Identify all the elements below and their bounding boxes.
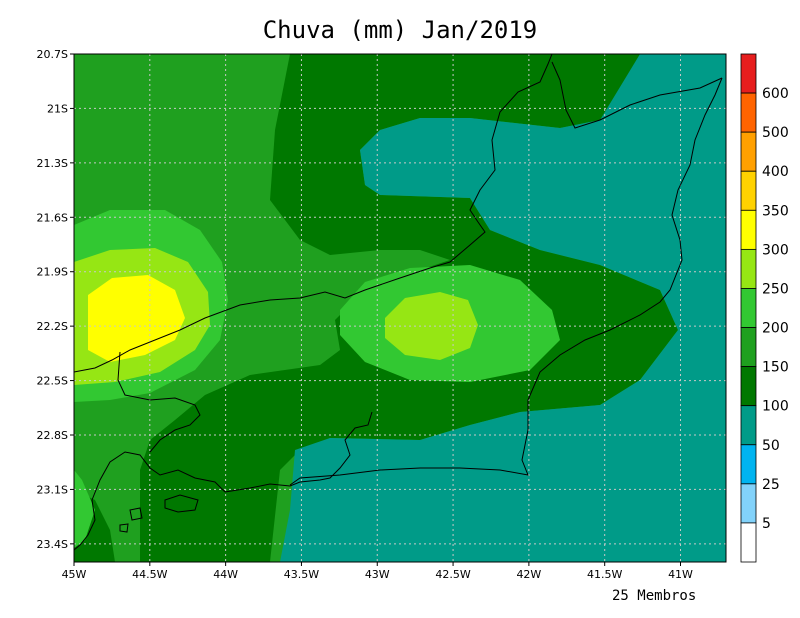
members-label: 25 Membros [612,588,697,604]
colorbar-label: 600 [762,86,789,102]
fill-300-350-west [88,275,185,362]
y-tick-label: 20.7S [37,48,68,61]
colorbar-cell [740,366,757,407]
colorbar-cell [740,522,757,563]
contour-fills [74,54,726,562]
colorbar-cell [740,170,757,211]
colorbar-cell [740,288,757,328]
y-tick-label: 21.6S [37,211,68,224]
x-tick-label: 41W [668,568,693,581]
island-ilha-grande [164,494,199,513]
y-tick-label: 21.9S [37,266,68,279]
coastline-borders [74,54,723,551]
colorbar-label: 350 [762,203,789,219]
island-small-1 [129,507,143,521]
y-tick-label: 23.4S [37,538,68,551]
border-minas-sp [117,351,201,453]
x-tick-label: 43.5W [284,568,319,581]
colorbar-cell [740,405,757,446]
colorbar-label: 500 [762,125,789,141]
colorbar-cell [740,327,757,368]
x-tick-label: 45W [62,568,87,581]
colorbar-cell [740,209,757,250]
map-title: Chuva (mm) Jan/2019 [262,16,538,44]
colorbar-cell [740,248,757,289]
colorbar-cell [740,131,757,172]
grid-lines [74,54,726,562]
state-border-mg-rj [74,54,553,373]
state-border-rj-es [551,61,723,129]
fill-250-300-east [385,292,478,360]
colorbar-cell [740,483,757,524]
colorbar-label: 150 [762,360,789,376]
x-tick-label: 42W [516,568,541,581]
x-tick-label: 44W [213,568,238,581]
island-small-2 [119,523,129,533]
colorbar-cell [740,53,757,94]
colorbar-label: 25 [762,477,780,493]
y-tick-label: 21S [47,102,68,115]
colorbar-label: 100 [762,399,789,415]
x-tick-label: 44.5W [132,568,167,581]
colorbar-label: 200 [762,321,789,337]
plot-frame [73,53,727,563]
y-tick-label: 23.1S [37,483,68,496]
y-tick-label: 21.3S [37,157,68,170]
x-axis-ticks: 45W 44.5W 44W 43.5W 43W 42.5W 42W 41.5W 41W [62,562,693,581]
colorbar-label: 400 [762,164,789,180]
colorbar-label: 300 [762,242,789,258]
coastline-southwest [74,451,226,551]
colorbar-cell [740,92,757,133]
colorbar-label: 50 [762,438,780,454]
x-tick-label: 43W [365,568,390,581]
colorbar-cell [740,444,757,485]
y-tick-label: 22.2S [37,320,68,333]
y-tick-label: 22.8S [37,429,68,442]
colorbar-label: 5 [762,516,771,532]
y-axis-ticks: 20.7S 21S 21.3S 21.6S 21.9S 22.2S 22.5S 22.8S 23… [37,48,74,551]
y-tick-label: 22.5S [37,375,68,388]
x-tick-label: 42.5W [435,568,470,581]
x-tick-label: 41.5W [587,568,622,581]
coastline-northeast [289,77,723,486]
colorbar-label: 250 [762,281,789,297]
colorbar: 5 25 50 100 150 200 250 300 350 400 500 600 [740,53,789,563]
coastline-guanabara [224,411,373,493]
